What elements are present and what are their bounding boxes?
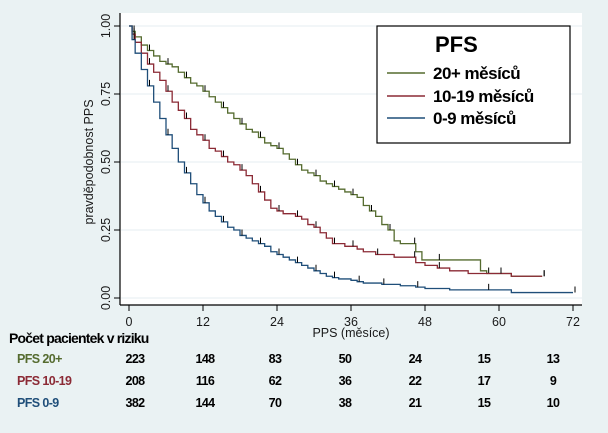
gridlines xyxy=(121,25,582,299)
y-axis-title: pravděpodobnost PPS xyxy=(82,99,96,224)
risk-count: 36 xyxy=(338,374,352,388)
x-tick-label: 36 xyxy=(344,315,358,329)
risk-count: 9 xyxy=(549,374,557,388)
y-tick-label: 0.75 xyxy=(99,82,113,106)
risk-count: 21 xyxy=(408,396,422,410)
risk-count: 10 xyxy=(546,396,560,410)
risk-row-label: PFS 0-9 xyxy=(17,396,59,410)
x-tick-label: 60 xyxy=(492,315,506,329)
risk-count: 13 xyxy=(546,352,560,366)
survival-curves xyxy=(129,25,576,294)
y-axis-ticks: 0.00 0.25 0.50 0.75 1.00 xyxy=(99,14,120,310)
risk-count: 223 xyxy=(125,352,145,366)
risk-count: 144 xyxy=(195,396,215,410)
risk-count: 62 xyxy=(268,374,282,388)
risk-row: PFS 20+ 223 148 83 50 24 15 13 xyxy=(0,352,608,370)
risk-count: 50 xyxy=(338,352,352,366)
risk-count: 15 xyxy=(477,352,491,366)
legend-label-0-9: 0-9 měsíců xyxy=(433,109,516,128)
x-axis-title: PPS (měsíce) xyxy=(312,326,389,340)
legend-label-10-19: 10-19 měsíců xyxy=(433,87,534,106)
risk-count: 382 xyxy=(125,396,145,410)
risk-row: PFS 10-19 208 116 62 36 22 17 9 xyxy=(0,374,608,392)
y-tick-label: 0.50 xyxy=(99,150,113,174)
risk-count: 83 xyxy=(268,352,282,366)
risk-row: PFS 0-9 382 144 70 38 21 15 10 xyxy=(0,396,608,414)
legend: PFS 20+ měsíců 10-19 měsíců 0-9 měsíců xyxy=(376,25,571,144)
y-tick-label: 0.00 xyxy=(99,286,113,310)
x-tick-label: 48 xyxy=(418,315,432,329)
x-axis-ticks: 0 12 24 36 48 60 72 xyxy=(126,305,580,329)
risk-count: 38 xyxy=(338,396,352,410)
x-tick-label: 0 xyxy=(126,315,133,329)
risk-count: 22 xyxy=(408,374,422,388)
curve-0-9 xyxy=(129,25,573,294)
legend-box xyxy=(376,25,571,144)
curve-10-19 xyxy=(129,25,543,277)
risk-row-label: PFS 10-19 xyxy=(17,374,72,388)
risk-count: 70 xyxy=(268,396,282,410)
x-tick-label: 72 xyxy=(566,315,580,329)
x-tick-label: 12 xyxy=(196,315,210,329)
risk-count: 17 xyxy=(477,374,491,388)
legend-title: PFS xyxy=(435,32,478,57)
y-tick-label: 0.25 xyxy=(99,218,113,242)
legend-label-20plus: 20+ měsíců xyxy=(433,64,520,83)
risk-count: 24 xyxy=(408,352,422,366)
curve-20plus xyxy=(129,25,543,277)
risk-row-label: PFS 20+ xyxy=(17,352,62,366)
risk-count: 15 xyxy=(477,396,491,410)
x-tick-label: 24 xyxy=(270,315,284,329)
risk-table-title: Počet pacientek v riziku xyxy=(9,330,149,346)
y-tick-label: 1.00 xyxy=(99,14,113,38)
risk-count: 208 xyxy=(125,374,145,388)
risk-count: 116 xyxy=(195,374,215,388)
risk-count: 148 xyxy=(195,352,215,366)
